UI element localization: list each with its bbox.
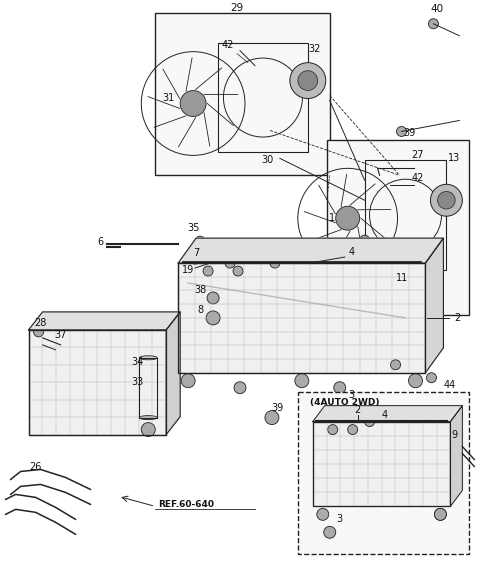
Text: 39: 39 bbox=[403, 129, 416, 138]
Text: 6: 6 bbox=[97, 237, 104, 247]
Text: 44: 44 bbox=[443, 380, 456, 390]
Ellipse shape bbox=[139, 416, 157, 420]
Circle shape bbox=[206, 311, 220, 325]
Ellipse shape bbox=[139, 356, 157, 360]
Circle shape bbox=[334, 382, 346, 394]
Text: 42: 42 bbox=[222, 39, 234, 50]
Bar bbox=[155, 13, 330, 176]
Circle shape bbox=[408, 374, 422, 388]
Bar bbox=[178, 263, 425, 373]
Text: REF.60-640: REF.60-640 bbox=[158, 500, 214, 509]
Bar bbox=[313, 422, 450, 506]
Circle shape bbox=[391, 360, 400, 370]
Text: 2: 2 bbox=[355, 404, 361, 415]
Circle shape bbox=[295, 374, 309, 388]
Text: 30: 30 bbox=[262, 156, 274, 165]
Circle shape bbox=[234, 382, 246, 394]
Circle shape bbox=[396, 126, 407, 137]
Bar bbox=[178, 263, 425, 373]
Circle shape bbox=[328, 424, 338, 435]
Circle shape bbox=[290, 63, 326, 98]
Circle shape bbox=[426, 373, 436, 383]
Text: 42: 42 bbox=[411, 173, 424, 183]
Text: 2: 2 bbox=[454, 313, 460, 323]
Text: 4: 4 bbox=[348, 247, 355, 257]
Text: 35: 35 bbox=[187, 223, 199, 233]
Circle shape bbox=[34, 327, 44, 337]
Circle shape bbox=[434, 509, 446, 521]
Bar bbox=[29, 330, 166, 435]
Circle shape bbox=[429, 19, 438, 29]
Circle shape bbox=[195, 236, 205, 246]
Text: 29: 29 bbox=[230, 3, 244, 13]
Circle shape bbox=[324, 526, 336, 538]
Circle shape bbox=[431, 184, 462, 216]
Text: 13: 13 bbox=[448, 153, 460, 164]
Circle shape bbox=[270, 258, 280, 268]
Circle shape bbox=[336, 206, 360, 230]
Circle shape bbox=[348, 424, 358, 435]
Text: 9: 9 bbox=[451, 430, 457, 439]
Text: 3: 3 bbox=[336, 514, 343, 525]
Circle shape bbox=[225, 258, 235, 268]
Text: 1: 1 bbox=[329, 213, 335, 223]
Circle shape bbox=[317, 509, 329, 521]
Polygon shape bbox=[313, 406, 462, 422]
Polygon shape bbox=[425, 238, 444, 373]
Circle shape bbox=[207, 292, 219, 304]
Text: 38: 38 bbox=[194, 285, 206, 295]
Text: 27: 27 bbox=[411, 150, 424, 160]
Text: 28: 28 bbox=[35, 318, 47, 328]
Text: 8: 8 bbox=[197, 305, 203, 315]
Bar bbox=[327, 140, 469, 315]
Text: 19: 19 bbox=[182, 265, 194, 275]
Circle shape bbox=[365, 416, 374, 427]
Circle shape bbox=[434, 509, 446, 521]
Text: 3: 3 bbox=[348, 390, 355, 400]
Text: (4AUTO 2WD): (4AUTO 2WD) bbox=[310, 398, 379, 407]
Circle shape bbox=[203, 266, 213, 276]
Text: 39: 39 bbox=[272, 403, 284, 412]
Text: 11: 11 bbox=[396, 273, 408, 283]
Circle shape bbox=[233, 266, 243, 276]
Circle shape bbox=[438, 192, 455, 209]
Text: 34: 34 bbox=[131, 357, 144, 367]
Polygon shape bbox=[178, 238, 444, 263]
Bar bbox=[313, 422, 450, 506]
Polygon shape bbox=[166, 312, 180, 435]
Polygon shape bbox=[450, 406, 462, 506]
Text: 33: 33 bbox=[131, 377, 144, 387]
Text: 26: 26 bbox=[29, 463, 42, 472]
Text: 32: 32 bbox=[309, 43, 321, 54]
Text: 4: 4 bbox=[382, 410, 388, 420]
Bar bbox=[29, 330, 166, 435]
Bar bbox=[298, 392, 469, 554]
Circle shape bbox=[189, 252, 201, 264]
Text: 40: 40 bbox=[431, 4, 444, 14]
Bar bbox=[218, 43, 308, 152]
Polygon shape bbox=[29, 312, 180, 330]
Text: 7: 7 bbox=[193, 248, 199, 258]
Circle shape bbox=[265, 411, 279, 424]
Text: 31: 31 bbox=[162, 93, 174, 102]
Text: 37: 37 bbox=[54, 330, 67, 340]
Bar bbox=[365, 160, 446, 270]
Circle shape bbox=[141, 423, 155, 436]
Circle shape bbox=[181, 374, 195, 388]
Circle shape bbox=[180, 90, 206, 117]
Circle shape bbox=[360, 235, 370, 245]
Circle shape bbox=[298, 71, 318, 90]
